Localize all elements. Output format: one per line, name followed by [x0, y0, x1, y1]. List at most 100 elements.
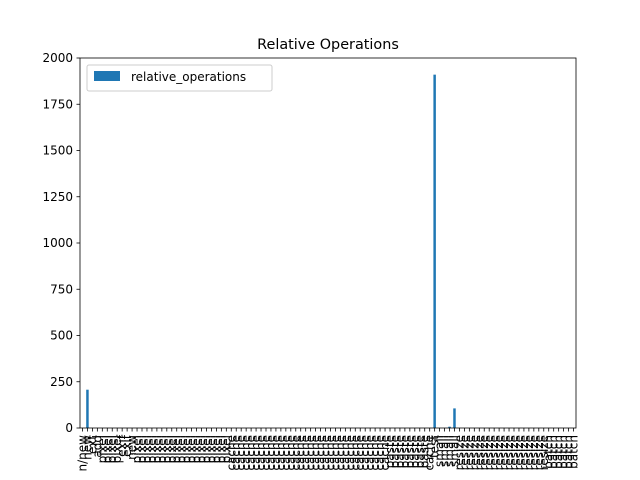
x-tick-label: pixel	[204, 435, 218, 463]
x-tick-label: cache	[299, 435, 313, 471]
y-tick-label: 500	[50, 329, 73, 343]
x-tick-label: small	[433, 435, 447, 467]
bar	[453, 408, 456, 428]
x-tick-label: pixel	[170, 435, 184, 463]
x-tick-label: paste	[388, 435, 402, 468]
x-tick-label: paste	[418, 435, 432, 468]
x-tick-label: cache	[229, 435, 243, 471]
y-tick-label: 250	[50, 375, 73, 389]
x-tick-label: cache	[269, 435, 283, 471]
y-tick-label: 2000	[42, 51, 73, 65]
x-tick-label: exif	[115, 434, 129, 457]
x-tick-label: resize	[517, 435, 531, 470]
x-tick-label: pixel	[190, 435, 204, 463]
x-tick-label: cache	[274, 435, 288, 471]
x-tick-label: batch	[567, 435, 581, 469]
bars-layer	[86, 74, 456, 429]
x-tick-label: pixel	[155, 435, 169, 463]
x-tick-label: cache	[323, 435, 337, 471]
x-tick-label: pixel	[185, 435, 199, 463]
x-tick-label: paste	[393, 435, 407, 468]
x-tick-label: batch	[542, 435, 556, 469]
x-tick-label: cache	[353, 435, 367, 471]
x-tick-label: resize	[472, 435, 486, 470]
x-tick-label: add	[90, 435, 104, 458]
legend: relative_operations	[86, 64, 273, 92]
x-tick-label: pixel	[140, 435, 154, 463]
x-tick-label: pixel	[214, 435, 228, 463]
bar	[433, 74, 436, 429]
y-axis: 0 250 500 750 1000 1250 1500 1750 2000	[42, 51, 80, 435]
chart-title: Relative Operations	[257, 37, 399, 53]
x-axis: n/newnewextaddpixelpixelpixelpixelexifex…	[75, 428, 581, 472]
legend-box	[86, 64, 273, 92]
x-tick-label: resize	[457, 435, 471, 470]
x-tick-label: pixel	[180, 435, 194, 463]
x-tick-label: paste	[408, 435, 422, 468]
x-tick-label: resize	[502, 435, 516, 470]
x-tick-label: cache	[368, 435, 382, 471]
x-tick-label: new	[80, 435, 94, 460]
x-tick-label: pixel	[209, 435, 223, 463]
x-tick-label: pixel	[135, 435, 149, 463]
x-tick-label: cache	[284, 435, 298, 471]
y-tick-label: 1000	[42, 236, 73, 250]
x-tick-label: pixel	[195, 435, 209, 463]
y-tick-label: 750	[50, 282, 73, 296]
x-tick-label: cache	[348, 435, 362, 471]
legend-label: relative_operations	[131, 70, 246, 84]
x-tick-label: resize	[512, 435, 526, 470]
x-tick-label: resize	[477, 435, 491, 470]
x-tick-label: n/new	[75, 435, 89, 472]
x-tick-label: cache	[314, 435, 328, 471]
x-tick-label: pixel	[150, 435, 164, 463]
x-tick-label: cache	[259, 435, 273, 471]
y-tick-label: 1750	[42, 97, 73, 111]
x-tick-label: cache	[224, 435, 238, 471]
x-tick-label: cache	[363, 435, 377, 471]
x-tick-label: paste	[413, 435, 427, 468]
x-tick-label: pixel	[95, 435, 109, 463]
x-tick-label: cache	[338, 435, 352, 471]
x-tick-label: cache	[343, 435, 357, 471]
x-tick-label: cache	[328, 435, 342, 471]
x-tick-label: resize	[527, 435, 541, 470]
x-tick-label: cache	[234, 435, 248, 471]
x-tick-label: cache	[294, 435, 308, 471]
plot-area-frame	[79, 57, 577, 429]
x-tick-label: cache	[373, 435, 387, 471]
x-tick-label: resize	[497, 435, 511, 470]
x-tick-label: cache	[423, 435, 437, 471]
y-tick-label: 1500	[42, 144, 73, 158]
x-tick-label: resize	[537, 435, 551, 470]
y-tick-label: 1250	[42, 190, 73, 204]
x-tick-label: resize	[462, 435, 476, 470]
x-tick-label: pixel	[100, 435, 114, 463]
x-tick-label: cache	[333, 435, 347, 471]
x-tick-label: cache	[239, 435, 253, 471]
x-tick-label: cache	[358, 435, 372, 471]
x-tick-label: cache	[309, 435, 323, 471]
x-tick-label: pixel	[105, 435, 119, 463]
x-tick-label: cache	[304, 435, 318, 471]
x-tick-label: batch	[562, 435, 576, 469]
x-tick-label: small	[438, 435, 452, 467]
x-tick-label: cache	[249, 435, 263, 471]
legend-swatch	[94, 71, 120, 81]
x-tick-label: cache	[264, 435, 278, 471]
x-tick-label: small	[447, 435, 461, 467]
x-tick-label: pixel	[145, 435, 159, 463]
x-tick-label: new	[125, 435, 139, 460]
bar	[86, 389, 89, 428]
x-tick-label: resize	[487, 435, 501, 470]
x-tick-label: cache	[319, 435, 333, 471]
x-tick-label: paste	[383, 435, 397, 468]
bar	[448, 426, 451, 428]
x-tick-label: cache	[254, 435, 268, 471]
x-tick-label: pixel	[165, 435, 179, 463]
x-tick-label: cache	[244, 435, 258, 471]
x-tick-label: exif	[120, 434, 134, 457]
x-tick-label: cache	[378, 435, 392, 471]
x-tick-label: paste	[403, 435, 417, 468]
